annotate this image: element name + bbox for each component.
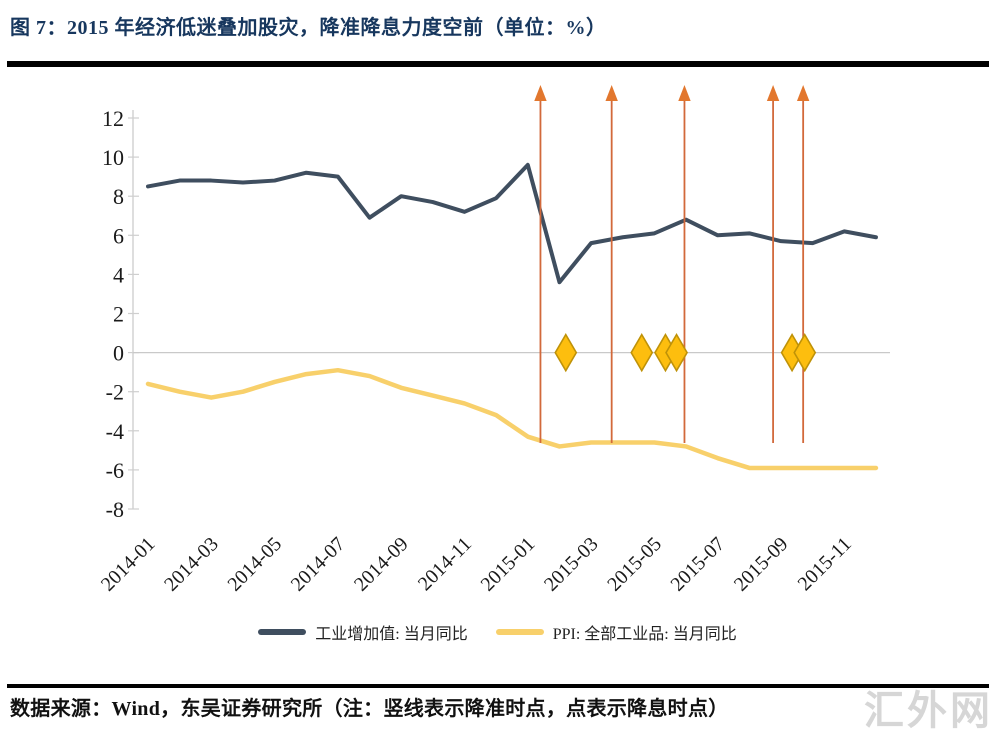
x-tick-label: 2014-09 — [350, 533, 413, 596]
x-tick-label: 2015-01 — [477, 533, 540, 596]
ppi-line-swatch — [495, 629, 544, 635]
bottom-divider-rule — [7, 684, 989, 688]
x-tick-label: 2015-03 — [540, 533, 603, 596]
legend-item-industrial: 工业增加值: 当月同比 — [258, 620, 468, 644]
industrial-line-swatch — [258, 629, 307, 635]
x-tick-label: 2014-11 — [414, 533, 476, 595]
rate-cut-diamond-icon — [665, 333, 688, 373]
industrial-line-label: 工业增加值: 当月同比 — [315, 626, 468, 643]
x-tick-label: 2015-05 — [603, 533, 666, 596]
ppi-line-label: PPI: 全部工业品: 当月同比 — [552, 626, 737, 643]
rrr-cut-arrowhead-icon — [534, 85, 547, 101]
top-divider-rule — [7, 61, 989, 67]
y-tick-label: -8 — [106, 497, 124, 522]
rate-cut-diamond-icon — [630, 333, 654, 373]
x-tick-label: 2014-03 — [160, 533, 223, 596]
chart-legend: 工业增加值: 当月同比 PPI: 全部工业品: 当月同比 — [0, 620, 995, 644]
rrr-cut-arrowhead-icon — [678, 85, 691, 101]
x-tick-label: 2014-01 — [97, 533, 160, 596]
x-tick-label: 2014-05 — [223, 533, 286, 596]
industrial-output-line — [146, 162, 878, 285]
data-source-note: 数据来源：Wind，东吴证券研究所（注：竖线表示降准时点，点表示降息时点） — [10, 698, 729, 720]
rrr-cut-arrowhead-icon — [766, 85, 780, 101]
x-tick-label: 2015-11 — [794, 533, 856, 595]
x-tick-label: 2015-09 — [730, 533, 793, 596]
rate-cut-diamond-icon — [793, 333, 817, 373]
x-tick-label: 2014-07 — [287, 533, 350, 596]
y-tick-label: 10 — [102, 145, 124, 170]
rrr-cut-arrowhead-icon — [796, 85, 810, 101]
y-tick-label: -6 — [106, 458, 124, 483]
y-tick-label: 2 — [113, 302, 124, 327]
ppi-line — [145, 367, 879, 471]
y-tick-label: -2 — [106, 380, 124, 405]
y-tick-label: -4 — [106, 419, 124, 444]
site-watermark: 汇外网 — [864, 688, 993, 733]
rrr-cut-arrowhead-icon — [605, 85, 618, 101]
figure-title: 图 7：2015 年经济低迷叠加股灾，降准降息力度空前（单位：%） — [10, 17, 607, 39]
y-tick-label: 8 — [113, 184, 124, 209]
y-tick-label: 0 — [113, 341, 124, 366]
y-tick-label: 6 — [113, 223, 124, 248]
rate-cut-diamond-icon — [554, 333, 578, 373]
x-tick-label: 2015-07 — [667, 533, 730, 596]
y-tick-label: 12 — [102, 106, 124, 131]
y-tick-label: 4 — [113, 262, 124, 287]
legend-item-ppi: PPI: 全部工业品: 当月同比 — [495, 620, 737, 644]
